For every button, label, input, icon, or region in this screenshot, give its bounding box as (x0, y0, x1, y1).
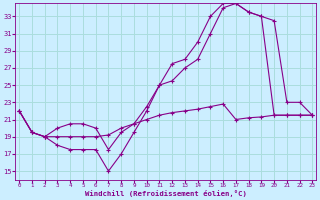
X-axis label: Windchill (Refroidissement éolien,°C): Windchill (Refroidissement éolien,°C) (85, 190, 247, 197)
